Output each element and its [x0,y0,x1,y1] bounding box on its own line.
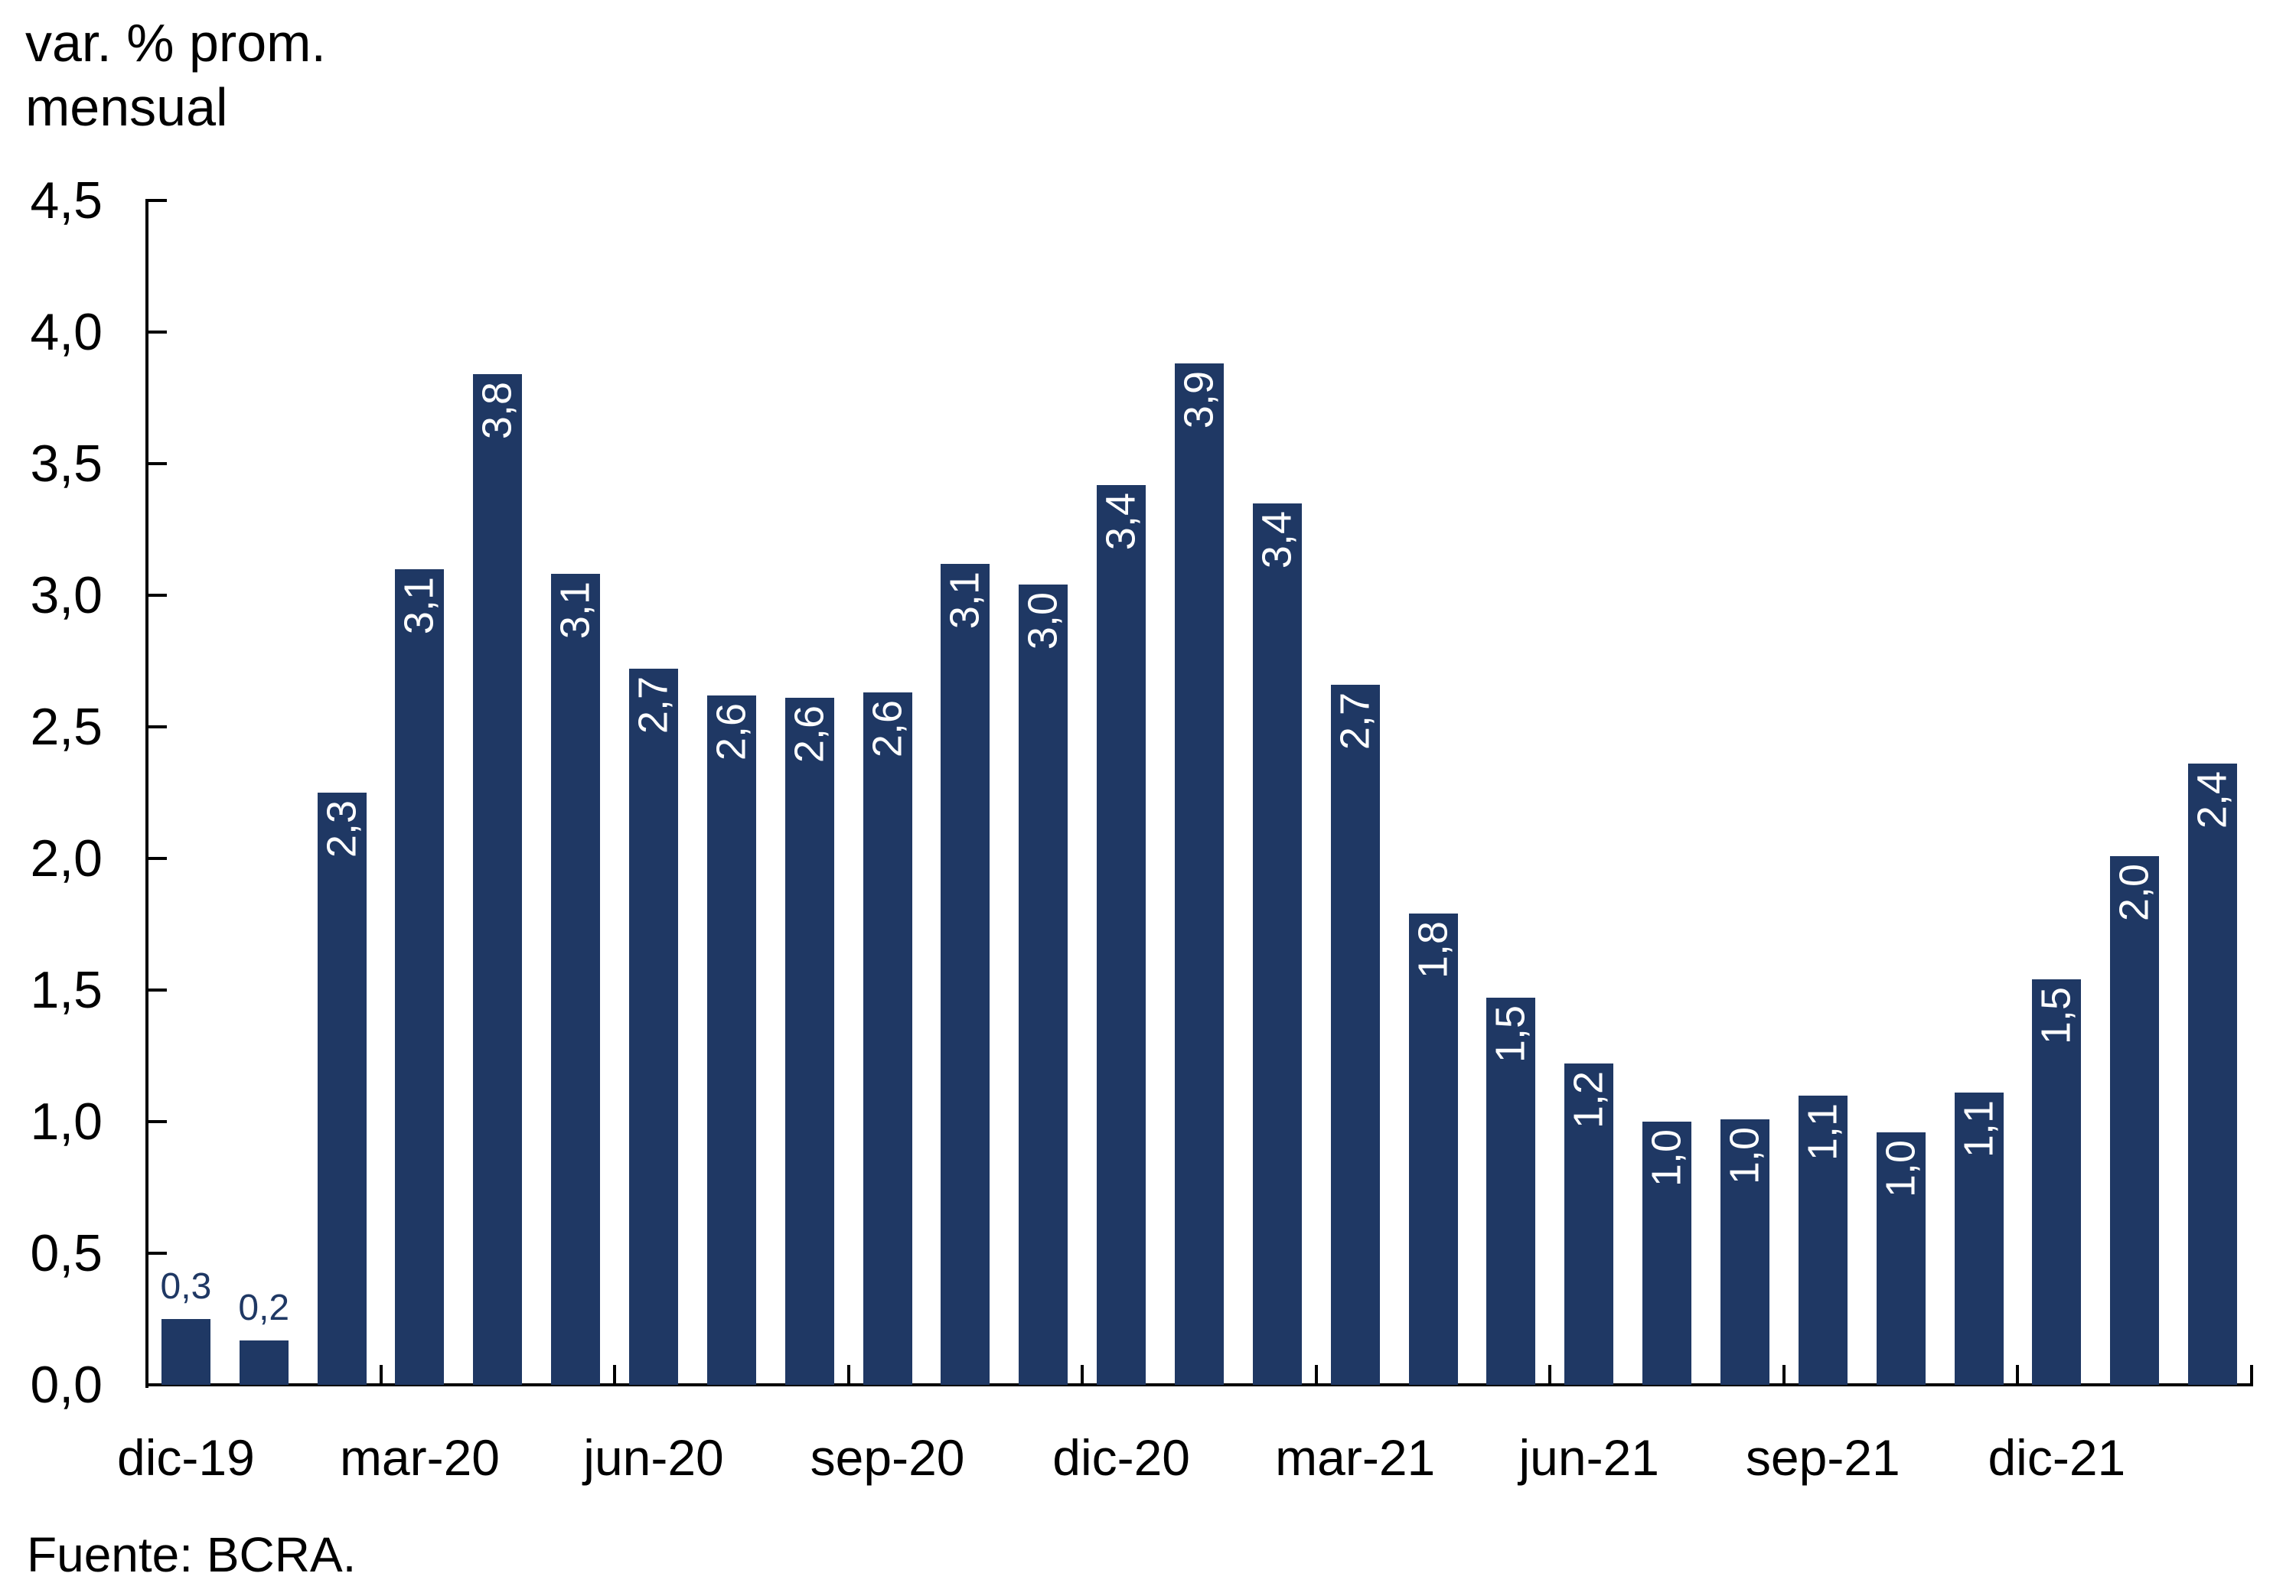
bar: 3,1 [395,569,445,1385]
bar: 1,1 [1954,1093,2004,1385]
y-tick [147,594,167,597]
bar-value-label: 1,5 [1488,1005,1534,1063]
x-tick [1314,1365,1318,1385]
bar-value-label: 3,1 [942,572,989,630]
bar-value-label: 3,4 [1254,511,1300,569]
x-tick [1081,1365,1084,1385]
x-tick-label: dic-19 [117,1429,255,1486]
y-tick-label: 2,5 [30,698,103,756]
bar: 2,7 [629,669,679,1385]
y-axis-title-line1: var. % prom. [25,13,326,73]
y-tick-label: 2,0 [30,829,103,888]
bar: 3,1 [551,574,601,1385]
y-tick-label: 0,5 [30,1224,103,1282]
y-tick [147,462,167,465]
source-note: Fuente: BCRA. [27,1527,357,1582]
y-axis-line [145,199,148,1388]
y-tick [147,199,167,202]
bar: 1,0 [1876,1132,1926,1385]
x-tick [379,1365,383,1385]
bar: 1,2 [1564,1063,1614,1385]
bar-value-label: 2,4 [2189,771,2236,829]
bar: 3,0 [1019,585,1068,1385]
y-tick [147,989,167,992]
x-tick-label: mar-20 [339,1429,500,1486]
bar-value-label: 3,9 [1176,371,1222,429]
y-tick-label: 4,5 [30,171,103,230]
y-axis-title: var. % prom. mensual [25,11,326,139]
bar: 3,9 [1175,363,1224,1385]
bar-value-label: 3,8 [474,382,520,440]
bar-value-label: 1,0 [1877,1140,1924,1198]
y-tick [147,725,167,728]
bar: 1,8 [1408,914,1458,1385]
x-tick-label: jun-20 [583,1429,724,1486]
bar-value-label: 1,5 [2033,987,2080,1045]
bar: 2,6 [863,692,912,1385]
bar: 3,4 [1252,503,1302,1385]
bar-value-label: 3,4 [1097,493,1144,551]
bar: 3,8 [473,374,523,1385]
bar-value-label: 2,7 [1332,692,1378,751]
bar-value-label: 0,3 [160,1266,212,1307]
bar: 2,6 [784,698,834,1385]
bar: 2,0 [2110,856,2160,1385]
x-tick [2250,1365,2253,1385]
x-tick-label: sep-21 [1745,1429,1900,1486]
bar-value-label: 1,1 [1799,1103,1846,1161]
x-tick [613,1365,617,1385]
x-tick-label: dic-20 [1052,1429,1191,1486]
bar: 0,2 [238,1290,289,1385]
y-tick [147,331,167,334]
bar-value-label: 2,6 [864,700,911,758]
bar-value-label: 1,8 [1410,921,1456,979]
y-tick [147,1252,167,1255]
bar-value-label: 3,1 [396,577,443,635]
y-tick-label: 1,0 [30,1093,103,1151]
y-tick-label: 3,0 [30,566,103,624]
bar-value-label: 2,6 [786,705,833,764]
bar: 1,0 [1720,1119,1769,1385]
x-tick-label: mar-21 [1275,1429,1436,1486]
x-axis-line [145,1383,2253,1386]
bar-value-label: 3,1 [552,581,598,640]
x-tick-label: jun-21 [1518,1429,1659,1486]
bar: 2,4 [2188,764,2238,1385]
bar-value-label: 2,7 [630,676,677,734]
bar-value-label: 1,2 [1565,1071,1612,1129]
x-tick [1548,1365,1552,1385]
bar: 3,4 [1097,485,1146,1385]
bar: 0,3 [161,1269,211,1385]
bar: 2,7 [1330,685,1380,1385]
bar-value-label: 2,6 [708,703,755,761]
bar: 1,5 [2032,979,2082,1385]
bar: 1,5 [1486,998,1536,1385]
x-tick [846,1365,850,1385]
y-axis-title-line2: mensual [25,77,228,137]
bar: 3,1 [941,564,990,1385]
y-tick-label: 3,5 [30,435,103,493]
x-tick [1782,1365,1786,1385]
x-tick-label: sep-20 [810,1429,965,1486]
x-tick [2016,1365,2020,1385]
x-tick-label: dic-21 [1988,1429,2126,1486]
y-tick-label: 0,0 [30,1356,103,1414]
bar-value-label: 2,0 [2111,864,2157,922]
y-tick [147,857,167,860]
bar-value-label: 2,3 [318,800,365,858]
bar: 1,1 [1798,1096,1848,1385]
bar-value-label: 3,0 [1019,592,1066,650]
bar-value-label: 1,1 [1955,1100,2002,1158]
y-tick [147,1120,167,1123]
bar: 2,3 [317,793,367,1385]
bar: 1,0 [1642,1122,1692,1385]
y-tick-label: 1,5 [30,961,103,1019]
bar-value-label: 1,0 [1721,1127,1768,1185]
bar-value-label: 1,0 [1643,1129,1690,1187]
y-tick-label: 4,0 [30,303,103,361]
bar-value-label: 0,2 [238,1288,290,1328]
bar: 2,6 [706,695,756,1385]
